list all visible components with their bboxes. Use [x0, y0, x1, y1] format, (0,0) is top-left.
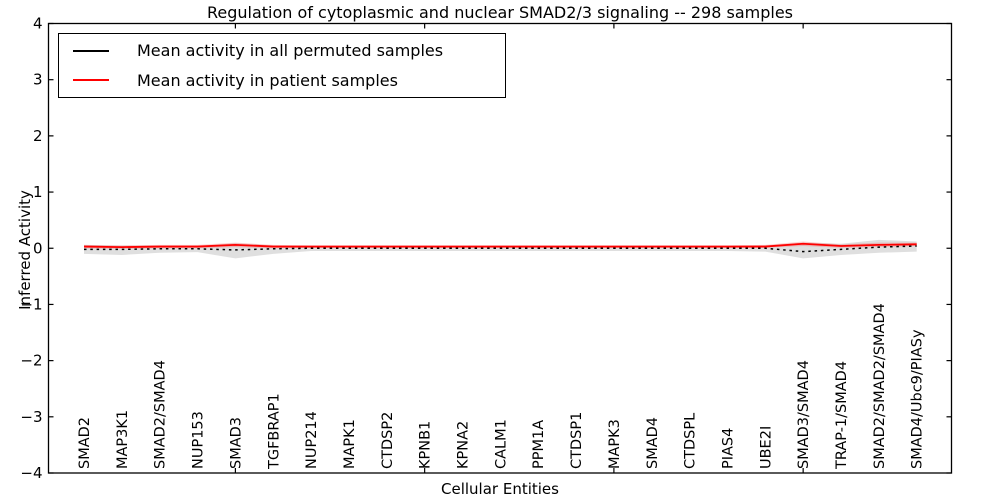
y-axis-label: Inferred Activity: [16, 190, 34, 310]
patient-mean-line: [83, 242, 917, 249]
y-tick-label: −4: [20, 464, 42, 482]
x-category-label: MAPK3: [607, 419, 623, 469]
x-category-label: MAP3K1: [115, 410, 131, 469]
permuted-mean-line: [84, 245, 917, 253]
x-category-label: KPNA2: [456, 421, 472, 469]
x-category-label: PPM1A: [531, 420, 547, 469]
y-tick-label: −2: [20, 352, 42, 370]
x-category-label: MAPK1: [342, 419, 358, 469]
legend-label: Mean activity in patient samples: [137, 70, 398, 90]
legend-item-permuted: Mean activity in all permuted samples: [59, 36, 505, 66]
x-category-label: SMAD2: [77, 417, 93, 469]
x-category-label: UBE2I: [758, 426, 774, 469]
y-tick-label: −1: [20, 295, 42, 313]
x-category-label: CALM1: [493, 419, 509, 469]
y-tick-label: 1: [33, 183, 43, 201]
x-category-label: SMAD4: [645, 417, 661, 469]
x-axis-label: Cellular Entities: [441, 480, 559, 498]
legend-item-patient: Mean activity in patient samples: [59, 66, 505, 96]
y-tick-label: 4: [33, 15, 43, 33]
x-category-label: SMAD3: [228, 417, 244, 469]
x-category-label: SMAD2/SMAD4: [153, 360, 169, 469]
y-tick-label: 0: [33, 239, 43, 257]
x-category-label: SMAD3/SMAD4: [796, 360, 812, 469]
x-category-label: TGFBRAP1: [266, 393, 282, 470]
permuted-line-swatch: [73, 49, 109, 52]
chart-title: Regulation of cytoplasmic and nuclear SM…: [206, 3, 794, 22]
y-tick-label: 2: [33, 127, 43, 145]
x-category-label: PIAS4: [720, 428, 736, 469]
x-category-label: NUP214: [304, 411, 320, 469]
x-category-label: CTDSP2: [380, 412, 396, 469]
x-category-label: NUP153: [191, 411, 207, 469]
patient-line-swatch: [73, 79, 109, 82]
x-category-label: SMAD2/SMAD2/SMAD4: [872, 303, 888, 469]
x-category-label: SMAD4/Ubc9/PIASy: [910, 329, 926, 469]
x-category-label: CTDSP1: [569, 412, 585, 469]
legend: Mean activity in all permuted samples Me…: [58, 33, 506, 98]
y-tick-label: −3: [20, 408, 42, 426]
y-tick-label: 3: [33, 71, 43, 89]
legend-label: Mean activity in all permuted samples: [137, 41, 444, 61]
x-category-label: KPNB1: [418, 421, 434, 469]
permuted-samples-range-band: [84, 239, 917, 259]
x-category-label: CTDSPL: [683, 413, 699, 469]
x-category-label: TRAP-1/SMAD4: [834, 361, 850, 470]
